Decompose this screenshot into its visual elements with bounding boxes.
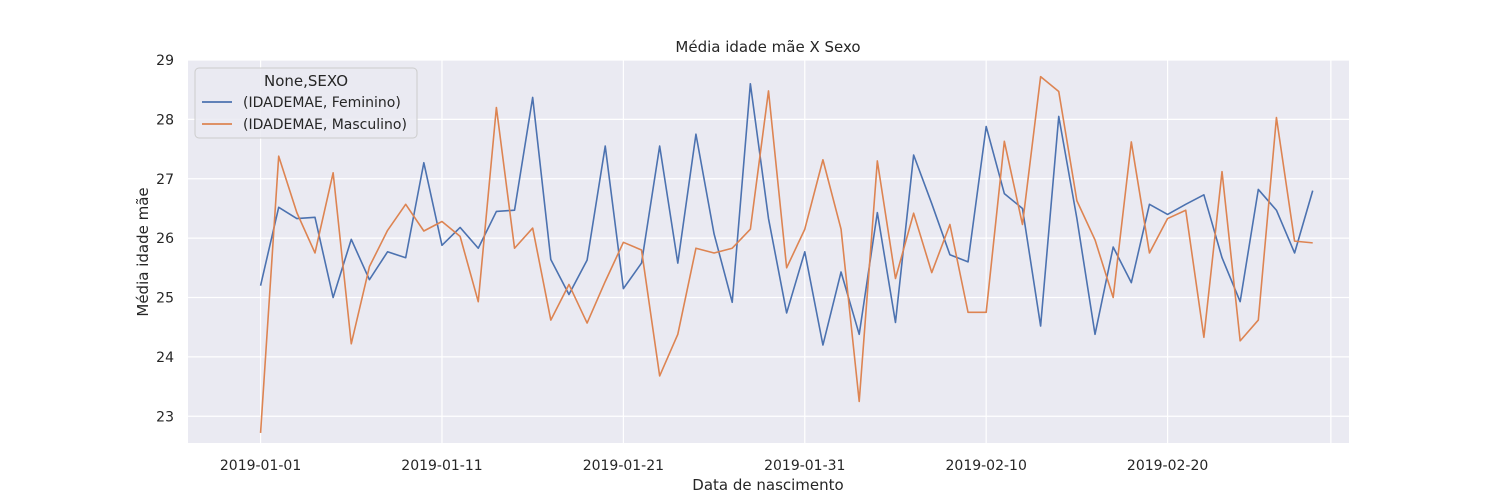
x-tick-label: 2019-01-21 — [583, 458, 664, 474]
y-tick-labels: 23 24 25 26 27 28 29 — [156, 53, 174, 425]
x-axis-title: Data de nascimento — [692, 476, 843, 494]
y-axis-title: Média idade mãe — [134, 187, 152, 316]
series-line-masculino — [259, 75, 1313, 433]
legend-box — [194, 67, 418, 139]
legend-title: None,SEXO — [264, 72, 348, 90]
y-tick-label: 25 — [156, 291, 174, 307]
series-layer — [259, 75, 1314, 433]
series-line-feminino — [259, 82, 1314, 346]
y-tick-label: 23 — [156, 409, 174, 425]
y-tick-label: 26 — [156, 231, 174, 247]
legend-label: (IDADEMAE, Feminino) — [243, 95, 401, 111]
x-tick-label: 2019-02-10 — [946, 458, 1027, 474]
y-tick-label: 24 — [156, 350, 174, 366]
legend: None,SEXO (IDADEMAE, Feminino)(IDADEMAE,… — [194, 67, 418, 139]
y-tick-label: 28 — [156, 112, 174, 128]
chart-title: Média idade mãe X Sexo — [675, 38, 860, 56]
x-tick-label: 2019-01-31 — [764, 458, 845, 474]
x-tick-label: 2019-01-11 — [401, 458, 482, 474]
x-tick-label: 2019-01-01 — [220, 458, 301, 474]
legend-items: (IDADEMAE, Feminino) (IDADEMAE, Masculino… — [202, 95, 407, 133]
y-tick-label: 29 — [156, 53, 174, 69]
x-tick-label: 2019-02-20 — [1127, 458, 1208, 474]
y-tick-label: 27 — [156, 172, 174, 188]
x-tick-labels: 2019-01-01 2019-01-11 2019-01-21 2019-01-31… — [220, 458, 1208, 474]
legend-label: (IDADEMAE, Masculino) — [243, 117, 407, 133]
